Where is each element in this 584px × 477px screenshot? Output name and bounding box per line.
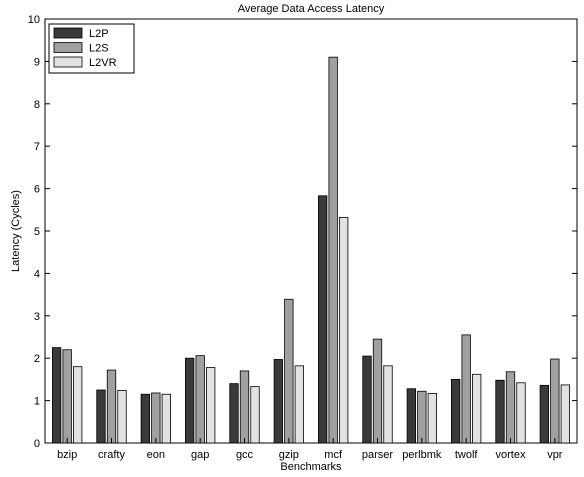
bar-twolf-l2p	[451, 378, 461, 444]
y-tick-label: 7	[34, 141, 40, 153]
bar-crafty-l2p	[96, 389, 106, 444]
bar-gcc-l2vr	[250, 386, 260, 444]
x-tick-label: bzip	[57, 449, 77, 461]
legend-swatch	[53, 42, 83, 53]
legend-label: L2S	[89, 43, 109, 55]
y-axis-label: Latency (Cycles)	[10, 190, 22, 272]
x-tick-label: mcf	[324, 449, 343, 461]
bar-bzip-l2vr	[73, 366, 83, 444]
chart-title: Average Data Access Latency	[238, 3, 385, 15]
x-tick-label: vortex	[496, 449, 526, 461]
x-tick-label: vpr	[547, 449, 563, 461]
bar-gzip-l2p	[273, 359, 283, 444]
bar-bzip-l2p	[52, 347, 62, 444]
legend-swatch	[53, 56, 83, 68]
y-axis-ticks: 0 1 2 3 4 5 6 7 8 9 10	[28, 14, 577, 450]
bar-mcf-l2p	[318, 195, 328, 444]
y-tick-label: 2	[34, 353, 40, 365]
bar-gap-l2s	[195, 355, 205, 444]
bar-vortex-l2s	[505, 371, 516, 444]
legend-label: L2P	[89, 28, 109, 40]
x-tick-label: perlbmk	[402, 449, 442, 461]
bar-vpr-l2p	[539, 384, 549, 444]
x-tick-label: gap	[191, 449, 209, 461]
bar-gap-l2p	[185, 357, 195, 444]
y-tick-label: 6	[34, 184, 40, 196]
y-tick-label: 5	[34, 226, 40, 238]
bars	[52, 56, 570, 444]
bar-gcc-l2p	[229, 383, 239, 444]
bar-mcf-l2vr	[339, 217, 349, 444]
bar-bzip-l2s	[62, 349, 72, 444]
bar-twolf-l2vr	[472, 373, 482, 444]
x-tick-label: parser	[362, 449, 394, 461]
bar-perlbmk-l2vr	[427, 392, 437, 444]
bar-eon-l2s	[151, 392, 161, 444]
bar-vortex-l2p	[495, 379, 505, 444]
y-tick-label: 9	[34, 56, 40, 68]
x-axis-ticks: bzip crafty eon gap gcc gzip mcf parser perlbmk t…	[57, 438, 563, 461]
bar-parser-l2vr	[383, 365, 393, 444]
legend: L2P L2S L2VR	[48, 23, 135, 74]
bar-vortex-l2vr	[516, 382, 526, 444]
x-tick-label: eon	[147, 449, 165, 461]
bar-vpr-l2vr	[560, 384, 570, 444]
y-tick-label: 8	[34, 99, 40, 111]
x-tick-label: twolf	[455, 449, 479, 461]
bar-parser-l2p	[362, 355, 372, 444]
legend-swatch	[53, 27, 83, 39]
y-tick-label: 1	[34, 396, 40, 408]
legend-label: L2VR	[89, 57, 117, 69]
plot-frame	[44, 18, 578, 444]
axes	[44, 18, 578, 444]
y-tick-label: 4	[34, 268, 40, 280]
bar-perlbmk-l2p	[406, 388, 416, 444]
bar-crafty-l2s	[106, 369, 117, 444]
bar-gap-l2vr	[206, 367, 216, 444]
y-tick-label: 3	[34, 311, 40, 323]
bar-eon-l2p	[140, 393, 150, 444]
x-tick-label: crafty	[98, 449, 125, 461]
bar-mcf-l2s	[328, 56, 338, 444]
y-tick-label: 0	[34, 438, 40, 450]
y-tick-label: 10	[28, 14, 40, 26]
bar-twolf-l2s	[461, 334, 471, 444]
bar-crafty-l2vr	[117, 390, 127, 444]
x-tick-label: gzip	[279, 449, 299, 461]
bar-gzip-l2vr	[294, 365, 304, 444]
bar-eon-l2vr	[161, 393, 171, 444]
bar-gcc-l2s	[239, 370, 250, 444]
x-axis-label: Benchmarks	[280, 461, 342, 473]
bar-vpr-l2s	[550, 358, 560, 444]
bar-gzip-l2s	[284, 298, 294, 444]
bar-perlbmk-l2s	[417, 390, 427, 444]
bar-parser-l2s	[372, 338, 383, 444]
x-tick-label: gcc	[236, 449, 254, 461]
